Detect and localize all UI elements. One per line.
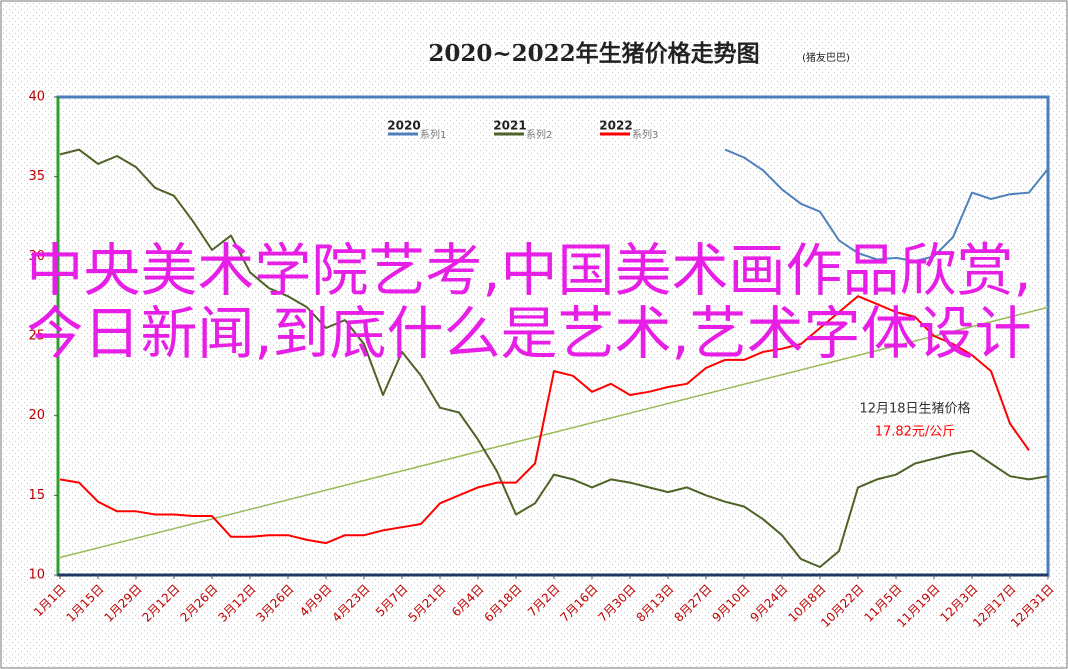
legend-name: 2020 (387, 119, 420, 133)
series-line (59, 295, 1030, 545)
series-line (724, 148, 1049, 263)
y-tick-label: 25 (28, 329, 45, 344)
chart-subtitle: (猪友巴巴) (802, 51, 850, 64)
annotation: 17.82元/公斤 (875, 425, 956, 440)
annotation: 12月18日生猪价格 (859, 401, 970, 417)
legend-label: 系列1 (420, 128, 446, 141)
y-tick-label: 20 (28, 408, 45, 423)
trend-line (59, 306, 1049, 559)
legend-name: 2021 (493, 119, 526, 133)
y-tick-label: 35 (28, 169, 45, 184)
chart-title: 2020~2022年生猪价格走势图 (428, 40, 759, 67)
y-tick-label: 10 (28, 568, 45, 583)
legend-name: 2022 (599, 119, 632, 133)
legend-label: 系列3 (632, 128, 658, 141)
y-tick-label: 15 (28, 488, 45, 503)
series-line (59, 148, 1049, 568)
legend-label: 系列2 (526, 128, 552, 141)
overlay-text: 中央美术学院艺考,中国美术画作品欣赏,今日新闻,到底什么是艺术,艺术字体设计 (26, 238, 1032, 367)
y-tick-label: 40 (28, 90, 45, 105)
y-tick-label: 30 (28, 249, 45, 264)
